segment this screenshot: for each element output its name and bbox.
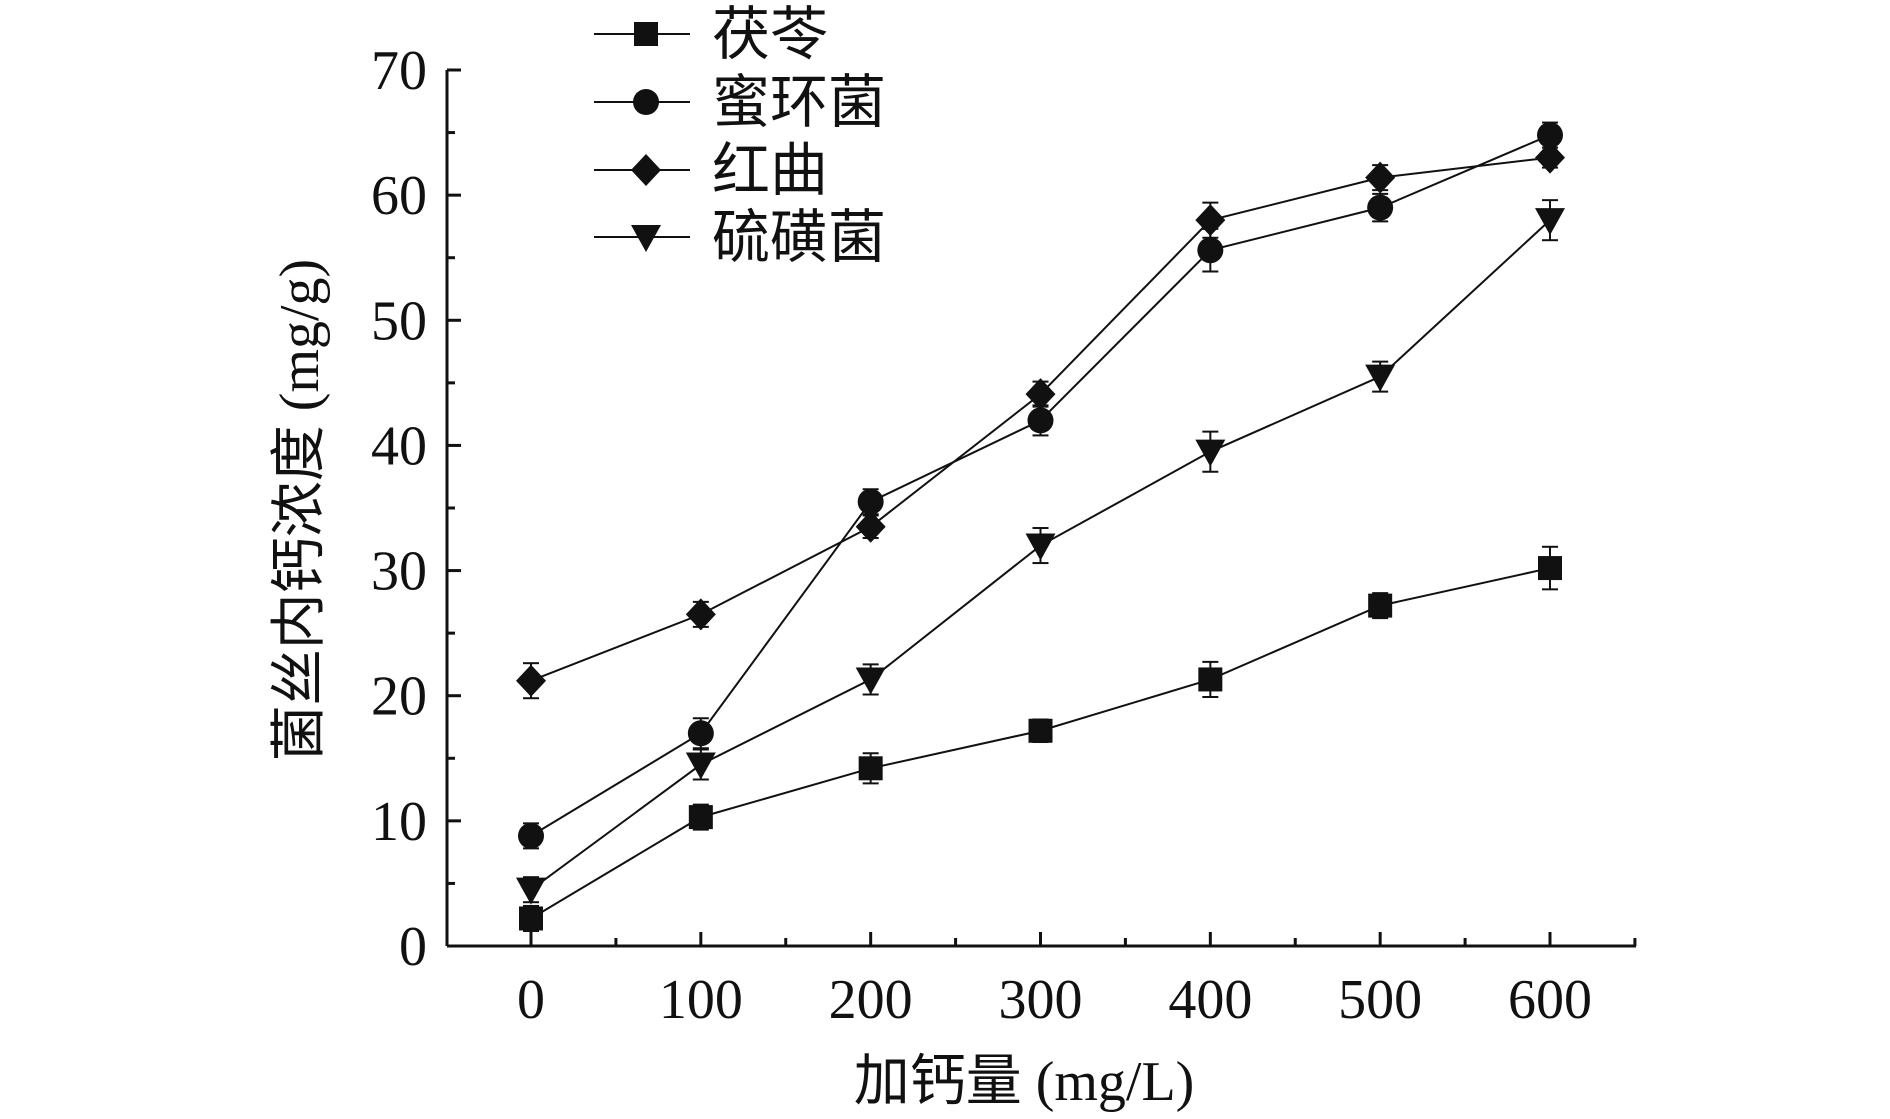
x-tick-label: 300	[999, 969, 1083, 1031]
x-axis-label: 加钙量 (mg/L)	[854, 1051, 1195, 1113]
legend-label: 茯苓	[712, 2, 828, 67]
legend-label: 蜜环菌	[712, 70, 886, 135]
axes: 0 10 20 30 40 50 60 70 0 100 200 300 400 500 600	[371, 40, 1637, 1031]
legend-item: 茯苓	[594, 2, 828, 67]
data-point	[1195, 439, 1226, 467]
data-point	[1537, 122, 1563, 149]
data-point	[1025, 378, 1056, 411]
x-tick-label: 400	[1168, 969, 1252, 1031]
x-tick-label: 600	[1508, 969, 1592, 1031]
data-point	[688, 805, 713, 830]
data-point	[858, 756, 883, 781]
data-point	[1367, 194, 1394, 221]
legend-item: 蜜环菌	[594, 70, 886, 135]
series-3	[516, 199, 1565, 905]
legend-label: 硫磺菌	[712, 205, 886, 270]
data-point	[518, 822, 544, 849]
data-point	[1538, 556, 1562, 581]
data-point	[1028, 718, 1053, 743]
y-tick-label: 30	[371, 541, 427, 603]
legend-marker-icon	[633, 89, 659, 115]
data-point	[855, 667, 886, 695]
data-point	[685, 752, 716, 780]
data-point	[857, 488, 884, 515]
legend-marker-icon	[631, 225, 661, 252]
y-tick-label: 50	[371, 290, 427, 352]
x-tick-label: 200	[829, 969, 913, 1031]
data-point	[516, 877, 546, 905]
legend-marker-icon	[631, 154, 661, 186]
data-point	[855, 510, 886, 543]
data-point	[516, 664, 546, 697]
series-0	[519, 545, 1562, 932]
x-tick-label: 500	[1338, 969, 1422, 1031]
data-point	[1535, 208, 1565, 236]
data-point	[687, 720, 714, 747]
data-point	[685, 598, 716, 631]
data-point	[519, 906, 543, 931]
y-tick-label: 60	[371, 165, 427, 227]
x-tick-label: 100	[659, 969, 743, 1031]
legend-marker-icon	[634, 22, 658, 46]
x-tick-label: 0	[517, 969, 545, 1031]
data-point	[1365, 364, 1396, 392]
data-point	[1198, 667, 1223, 692]
data-point	[1197, 237, 1224, 264]
data-point	[1535, 141, 1565, 174]
series-layer	[516, 121, 1565, 932]
data-point	[1368, 593, 1393, 618]
data-point	[1195, 204, 1226, 237]
data-point	[1025, 533, 1056, 561]
y-tick-label: 40	[371, 415, 427, 477]
y-tick-label: 70	[371, 40, 427, 102]
legend-label: 红曲	[712, 138, 828, 203]
y-tick-label: 10	[371, 791, 427, 853]
series-2	[516, 141, 1565, 700]
y-axis-label: 菌丝内钙浓度 (mg/g)	[269, 259, 331, 761]
data-point	[1365, 161, 1396, 194]
y-tick-label: 0	[399, 916, 427, 978]
legend-item: 硫磺菌	[594, 205, 886, 270]
y-tick-label: 20	[371, 666, 427, 728]
legend-item: 红曲	[594, 138, 828, 203]
data-point	[1027, 407, 1054, 434]
